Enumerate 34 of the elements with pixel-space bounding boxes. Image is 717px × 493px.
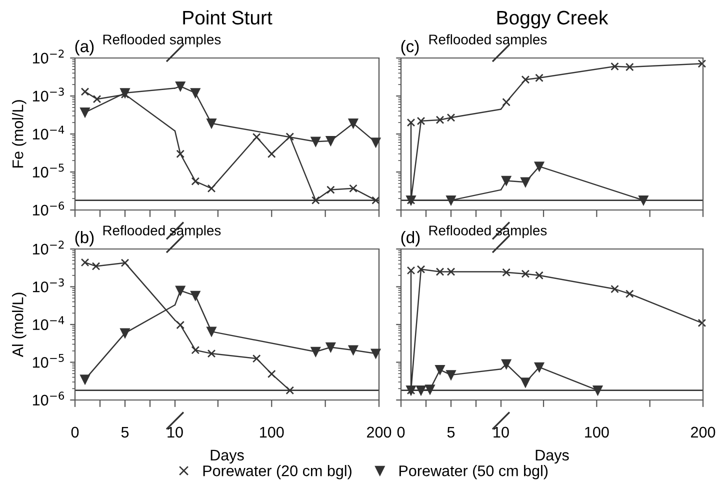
y-tick-label: 10$^{−2}$: [32, 50, 64, 64]
text: Reflooded samples: [429, 34, 547, 48]
y-tick-label: 10$^{−5}$: [32, 354, 64, 368]
x-tick-label: 5: [447, 426, 455, 438]
x-tick-label: 100: [260, 426, 284, 438]
x-tick-label: 10: [168, 426, 183, 438]
y-tick-label: 10$^{−3}$: [32, 88, 64, 102]
y-tick-label: 10$^{−4}$: [32, 316, 64, 330]
text: (d): [401, 231, 420, 247]
text: (a): [75, 40, 94, 56]
chart-title: Point Sturt: [183, 10, 272, 25]
x-tick-label: 200: [691, 426, 716, 438]
y-axis-title: Fe (mol/L): [12, 100, 26, 168]
legend-label: Porewater (50 cm bgl): [399, 465, 548, 480]
y-tick-label: 10$^{−4}$: [32, 126, 64, 140]
legend-label: Porewater (20 cm bgl): [203, 465, 352, 480]
x-tick-label: 100: [585, 426, 609, 438]
y-axis-title: Al (mol/L): [12, 292, 26, 358]
x-tick-label: 10: [494, 426, 509, 438]
x-tick-label: 0: [71, 426, 79, 438]
text: (b): [75, 231, 94, 247]
y-tick-label: 10$^{−6}$: [32, 392, 64, 406]
y-tick-label: 10$^{−2}$: [32, 240, 64, 255]
x-tick-label: 200: [367, 426, 392, 438]
y-tick-label: 10$^{−5}$: [32, 164, 64, 178]
text: Reflooded samples: [103, 34, 221, 48]
text: (c): [401, 40, 419, 56]
y-tick-label: 10$^{−6}$: [32, 202, 64, 216]
x-axis-title: Days: [536, 450, 569, 464]
x-tick-label: 0: [397, 426, 405, 438]
x-axis-title: Days: [210, 450, 244, 464]
y-tick-label: 10$^{−3}$: [32, 278, 64, 292]
chart-title: Boggy Creek: [497, 10, 608, 28]
x-tick-label: 5: [121, 426, 129, 438]
